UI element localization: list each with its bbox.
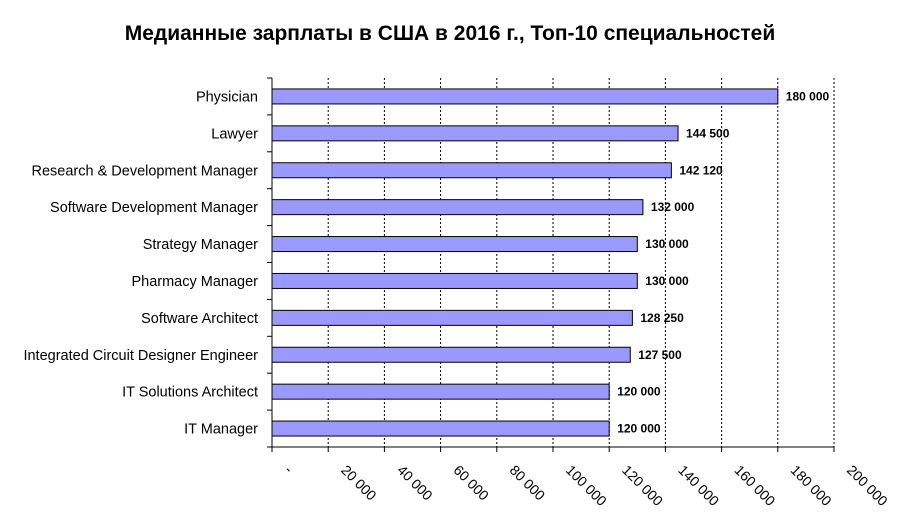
x-tick-label: 200 000 — [844, 462, 891, 509]
bar — [271, 272, 638, 289]
category-label: Software Development Manager — [50, 200, 258, 216]
category-label: IT Solutions Architect — [122, 385, 258, 401]
bar — [271, 420, 610, 437]
value-label: 130 000 — [645, 237, 689, 251]
x-tick-label: 80 000 — [507, 462, 549, 504]
x-tick-label: 180 000 — [788, 462, 835, 509]
x-tick-label: 120 000 — [619, 462, 666, 509]
x-tick-label: 60 000 — [450, 462, 492, 504]
x-tick-label: 20 000 — [338, 462, 380, 504]
category-label: Software Architect — [141, 311, 258, 327]
value-label: 120 000 — [617, 422, 661, 436]
value-label: 144 500 — [686, 126, 730, 140]
x-tick-label: 160 000 — [731, 462, 778, 509]
bar — [271, 199, 644, 216]
x-tick-label: 100 000 — [563, 462, 610, 509]
labels: Physician Lawyer Research & Development Ma… — [23, 89, 891, 509]
bar — [271, 125, 679, 142]
x-tick-label: - — [282, 462, 297, 477]
category-label: Physician — [196, 89, 258, 105]
axes — [267, 77, 835, 452]
bar — [271, 346, 631, 363]
bar — [271, 383, 610, 400]
x-tick-label: 140 000 — [675, 462, 722, 509]
chart-title: Медианные зарплаты в США в 2016 г., Топ-… — [124, 22, 776, 45]
category-label: Lawyer — [211, 126, 258, 142]
category-label: Strategy Manager — [143, 237, 258, 253]
bar — [271, 162, 672, 179]
x-tick-label: 40 000 — [394, 462, 436, 504]
value-label: 120 000 — [617, 385, 661, 399]
category-label: Pharmacy Manager — [131, 274, 258, 290]
value-label: 180 000 — [786, 89, 830, 103]
bar — [271, 88, 779, 105]
bars — [271, 88, 779, 437]
value-label: 142 120 — [679, 163, 723, 177]
category-label: Research & Development Manager — [32, 163, 259, 179]
category-label: Integrated Circuit Designer Engineer — [23, 348, 258, 364]
value-label: 132 000 — [651, 200, 695, 214]
value-label: 127 500 — [638, 348, 682, 362]
bar — [271, 236, 638, 253]
value-label: 128 250 — [640, 311, 684, 325]
category-label: IT Manager — [184, 422, 258, 438]
bar — [271, 309, 633, 326]
value-label: 130 000 — [645, 274, 689, 288]
